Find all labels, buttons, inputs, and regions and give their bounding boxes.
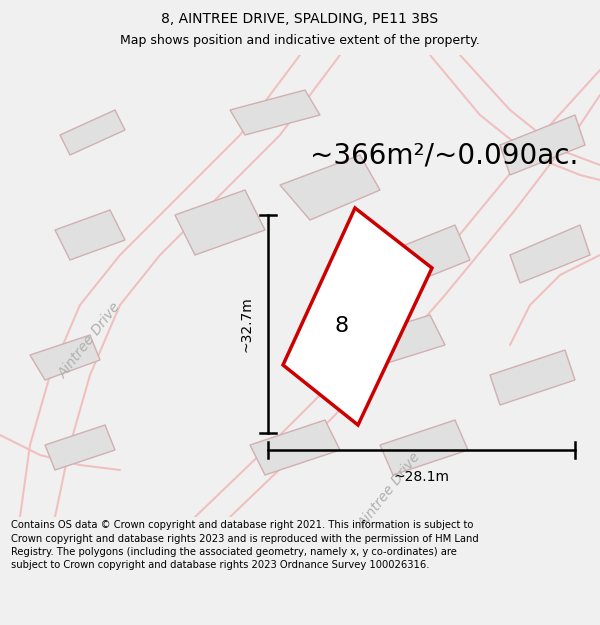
Polygon shape — [280, 155, 380, 220]
Text: Contains OS data © Crown copyright and database right 2021. This information is : Contains OS data © Crown copyright and d… — [11, 521, 479, 570]
Polygon shape — [380, 225, 470, 290]
Polygon shape — [510, 225, 590, 283]
Polygon shape — [55, 210, 125, 260]
Text: ~32.7m: ~32.7m — [239, 296, 253, 352]
Polygon shape — [250, 420, 340, 475]
Polygon shape — [350, 315, 445, 370]
Polygon shape — [30, 335, 100, 380]
Polygon shape — [500, 115, 585, 175]
Polygon shape — [60, 110, 125, 155]
Polygon shape — [230, 90, 320, 135]
Polygon shape — [175, 190, 265, 255]
Text: Map shows position and indicative extent of the property.: Map shows position and indicative extent… — [120, 34, 480, 47]
Text: ~366m²/~0.090ac.: ~366m²/~0.090ac. — [310, 141, 578, 169]
Text: 8: 8 — [335, 316, 349, 336]
Polygon shape — [45, 425, 115, 470]
Polygon shape — [380, 420, 468, 475]
Polygon shape — [283, 208, 432, 425]
Text: Aintree Drive: Aintree Drive — [356, 449, 424, 531]
Polygon shape — [490, 350, 575, 405]
Text: 8, AINTREE DRIVE, SPALDING, PE11 3BS: 8, AINTREE DRIVE, SPALDING, PE11 3BS — [161, 12, 439, 26]
Text: ~28.1m: ~28.1m — [394, 470, 449, 484]
Text: Aintree Drive: Aintree Drive — [56, 299, 124, 381]
